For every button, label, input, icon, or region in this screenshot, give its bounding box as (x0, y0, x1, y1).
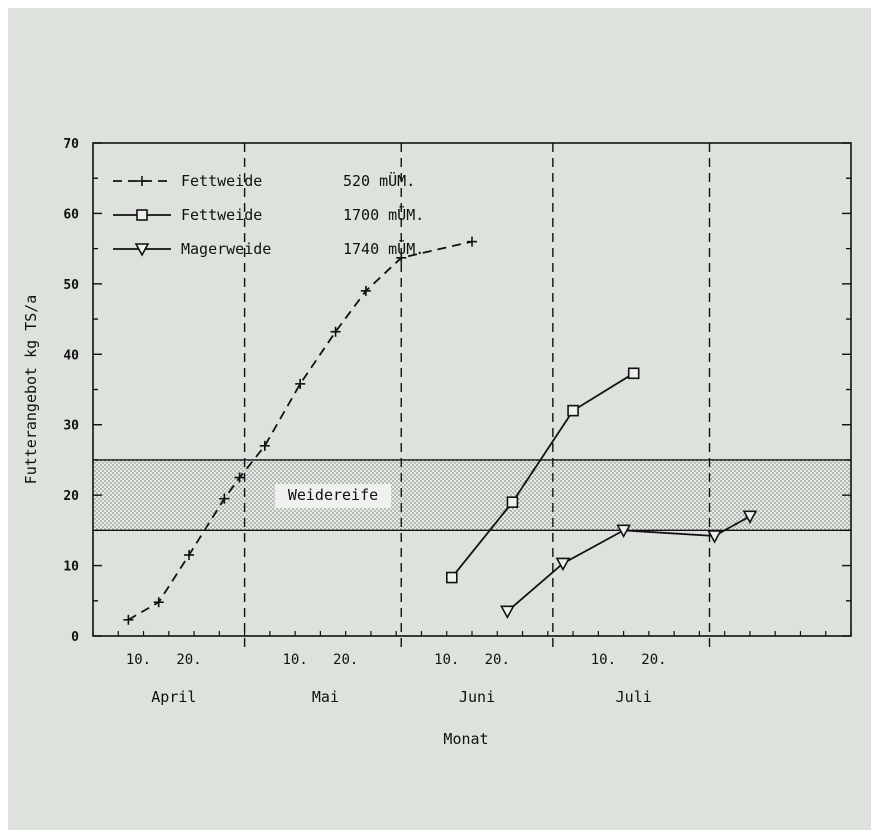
band-fill (93, 459, 851, 531)
plus-marker (153, 597, 164, 608)
plus-marker (184, 550, 195, 561)
plus-marker (330, 326, 341, 337)
y-axis-title: Futterangebot kg TS/a (22, 295, 40, 485)
band-label: Weidereife (288, 486, 378, 504)
month-label: April (151, 688, 196, 706)
y-tick-label: 50 (63, 278, 79, 293)
legend-series-name: Magerweide (181, 240, 271, 258)
y-tick-label: 60 (63, 207, 79, 222)
legend: Fettweide 520 mÜM. Fettweide 1700 mÜM. Mager… (113, 171, 424, 258)
series-line (127, 240, 473, 621)
series-line (451, 372, 635, 579)
plus-marker (396, 252, 407, 263)
band-layer (93, 459, 851, 532)
y-tick-label: 30 (63, 419, 79, 434)
chart-figure: 0 10 20 30 40 50 60 70 10. 20. 10. 20. 10. 20. 10. 20. A… (8, 8, 871, 830)
triangle-marker (555, 557, 571, 572)
plus-marker (360, 285, 371, 296)
legend-elevation: 1740 mÜM. (343, 239, 424, 258)
square-marker (445, 571, 458, 584)
plus-marker (467, 236, 477, 247)
square-marker (506, 496, 519, 508)
triangle-marker (500, 605, 515, 620)
plus-marker (219, 493, 230, 504)
series-2 (445, 367, 640, 584)
month-label: Mai (312, 688, 339, 706)
y-tick-label: 70 (63, 137, 79, 152)
y-tick-label: 20 (63, 489, 79, 504)
y-tick-label: 10 (63, 560, 79, 575)
x-tick-label: 20. (176, 652, 201, 668)
month-label: Juli (616, 688, 652, 706)
band-label-background (275, 484, 391, 509)
x-tick-label: 10. (126, 652, 151, 668)
triangle-marker (134, 243, 150, 257)
x-tick-label: 10. (434, 652, 459, 668)
triangle-marker (742, 510, 758, 524)
plus-marker (234, 472, 245, 483)
legend-elevation: 520 mÜM. (343, 171, 415, 190)
square-marker (627, 367, 640, 380)
plus-marker (259, 440, 270, 451)
legend-entry: Fettweide 1700 mÜM. (113, 205, 424, 224)
triangle-marker (707, 530, 722, 544)
line-chart: 0 10 20 30 40 50 60 70 10. 20. 10. 20. 10. 20. 10. 20. A… (22, 137, 852, 748)
month-boundaries (243, 143, 711, 648)
y-tick-label: 0 (71, 630, 79, 645)
x-axis-title: Monat (443, 730, 488, 748)
x-tick-label: 10. (591, 652, 616, 668)
x-tick-label: 10. (282, 652, 307, 668)
legend-series-name: Fettweide (181, 172, 262, 190)
plus-marker (123, 614, 134, 625)
triangle-marker (616, 524, 631, 539)
axes: 0 10 20 30 40 50 60 70 10. 20. 10. 20. 10. 20. 10. 20. A… (63, 137, 852, 706)
x-tick-label: 20. (485, 652, 510, 668)
series-1 (123, 236, 477, 625)
legend-entry: Fettweide 520 mÜM. (113, 171, 415, 190)
plus-marker (295, 378, 306, 389)
legend-series-name: Fettweide (181, 206, 262, 224)
square-marker (136, 209, 148, 221)
legend-elevation: 1700 mÜM. (343, 205, 424, 224)
x-tick-label: 20. (333, 652, 358, 668)
month-label: Juni (459, 688, 495, 706)
square-marker (567, 404, 579, 417)
series-layer (123, 236, 758, 625)
plus-marker (137, 176, 147, 186)
band-label-group: Weidereife (275, 484, 391, 509)
series-3 (500, 510, 758, 620)
legend-entry: Magerweide 1740 mÜM. (113, 239, 424, 258)
x-tick-label: 20. (641, 652, 666, 668)
y-tick-label: 40 (63, 348, 79, 363)
